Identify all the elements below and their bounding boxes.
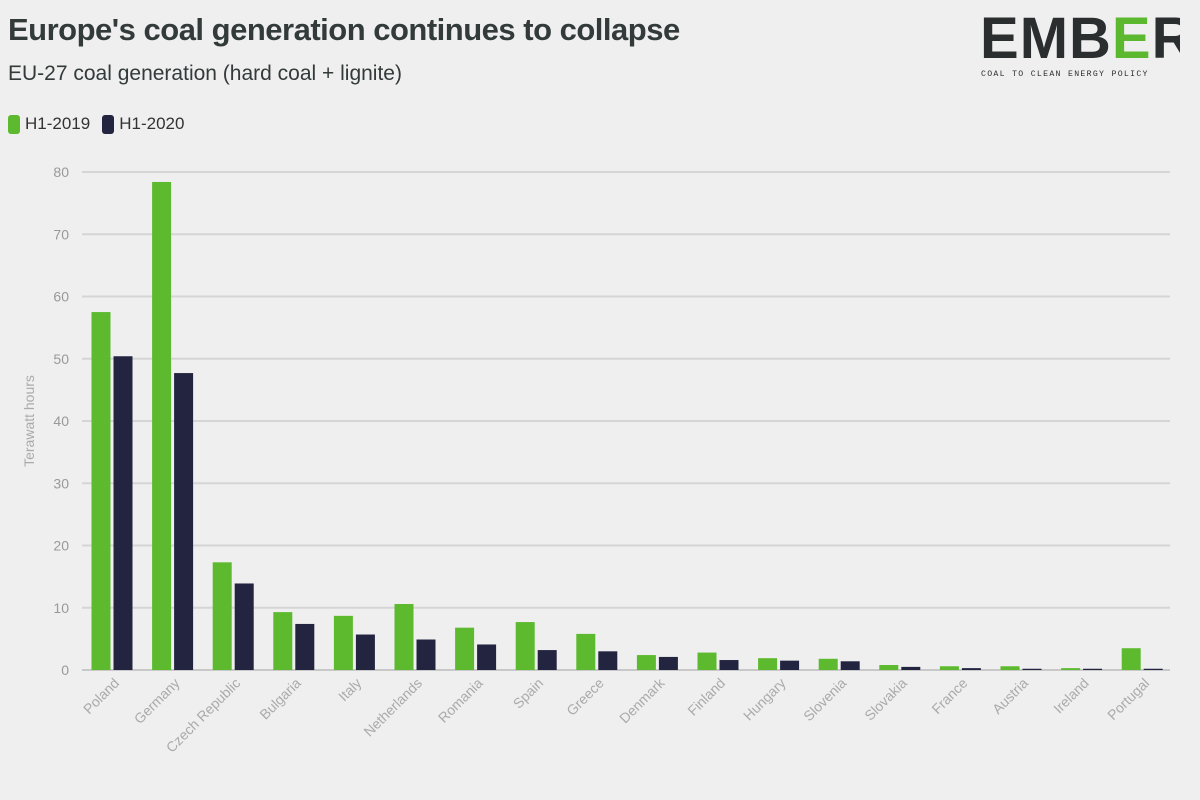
y-tick-label: 50 — [53, 351, 69, 367]
y-tick-label: 20 — [53, 538, 69, 554]
bar-h1-2020 — [719, 660, 739, 670]
bar-h1-2020 — [174, 373, 194, 670]
x-tick-label: France — [928, 675, 970, 717]
bar-h1-2020 — [598, 651, 618, 670]
bar-h1-2020 — [840, 661, 860, 670]
bar-h1-2020 — [355, 634, 375, 670]
bar-h1-2019 — [576, 633, 596, 670]
x-tick-label: Ireland — [1050, 675, 1092, 717]
bar-h1-2020 — [901, 666, 921, 670]
y-tick-label: 80 — [53, 164, 69, 180]
x-tick-label: Austria — [989, 675, 1031, 717]
bar-h1-2019 — [515, 622, 535, 670]
bar-h1-2019 — [879, 665, 899, 670]
x-tick-label: Spain — [510, 675, 547, 712]
bar-h1-2020 — [780, 660, 800, 670]
x-tick-label: Germany — [131, 675, 183, 727]
bar-h1-2019 — [152, 181, 172, 670]
bar-h1-2020 — [234, 583, 254, 670]
y-tick-label: 60 — [53, 289, 69, 305]
x-tick-label: Netherlands — [360, 675, 425, 740]
bar-h1-2020 — [537, 650, 557, 670]
bar-h1-2019 — [636, 655, 656, 670]
x-tick-label: Portugal — [1104, 675, 1152, 723]
bar-h1-2019 — [394, 604, 414, 670]
bar-h1-2020 — [1022, 668, 1042, 670]
y-tick-label: 30 — [53, 475, 69, 491]
bar-h1-2019 — [91, 312, 111, 670]
legend-swatch-h1-2020 — [102, 114, 115, 134]
y-tick-label: 40 — [53, 413, 69, 429]
chart-legend: H1-2019 H1-2020 — [8, 114, 184, 134]
y-tick-label: 0 — [61, 662, 69, 678]
x-tick-label: Slovenia — [800, 675, 849, 724]
y-tick-label: 70 — [53, 226, 69, 242]
x-tick-label: Poland — [80, 675, 122, 717]
bar-h1-2019 — [758, 658, 778, 670]
bar-h1-2019 — [273, 612, 293, 670]
y-tick-label: 10 — [53, 600, 69, 616]
bar-h1-2020 — [961, 668, 981, 670]
x-tick-label: Denmark — [616, 674, 668, 726]
bar-h1-2020 — [1143, 668, 1163, 670]
bar-h1-2020 — [295, 623, 315, 670]
x-tick-label: Hungary — [740, 675, 789, 724]
bar-h1-2019 — [939, 666, 959, 670]
x-tick-label: Italy — [335, 675, 364, 704]
logo-tagline: COAL TO CLEAN ENERGY POLICY — [981, 70, 1149, 79]
bar-h1-2020 — [416, 639, 436, 670]
bar-h1-2019 — [818, 658, 838, 670]
y-axis-label: Terawatt hours — [21, 375, 37, 467]
legend-label-h1-2019: H1-2019 — [25, 114, 91, 133]
logo-wordmark: EMBER — [980, 10, 1180, 71]
bar-h1-2020 — [477, 644, 497, 670]
chart-title: Europe's coal generation continues to co… — [8, 12, 680, 47]
bar-h1-2019 — [1121, 648, 1141, 670]
x-tick-label: Bulgaria — [256, 675, 304, 723]
chart-subtitle: EU-27 coal generation (hard coal + ligni… — [8, 62, 402, 85]
legend-label-h1-2020: H1-2020 — [119, 114, 185, 133]
bar-h1-2019 — [455, 627, 475, 670]
x-tick-label: Slovakia — [861, 675, 910, 724]
x-tick-label: Romania — [435, 675, 486, 726]
legend-item-h1-2020[interactable]: H1-2020 — [102, 114, 184, 134]
x-tick-label: Finland — [684, 675, 728, 719]
bar-h1-2020 — [658, 656, 678, 670]
legend-item-h1-2019[interactable]: H1-2019 — [8, 114, 90, 134]
bar-h1-2019 — [697, 652, 717, 670]
legend-swatch-h1-2019 — [8, 114, 20, 134]
bar-h1-2019 — [212, 562, 232, 670]
x-tick-label: Greece — [563, 675, 607, 719]
bar-h1-2020 — [1083, 668, 1103, 670]
bar-h1-2020 — [113, 356, 133, 670]
bar-h1-2019 — [1061, 668, 1081, 670]
bar-h1-2019 — [333, 615, 353, 670]
bar-h1-2019 — [1000, 666, 1020, 670]
ember-logo: EMBER COAL TO CLEAN ENERGY POLICY — [980, 10, 1180, 79]
